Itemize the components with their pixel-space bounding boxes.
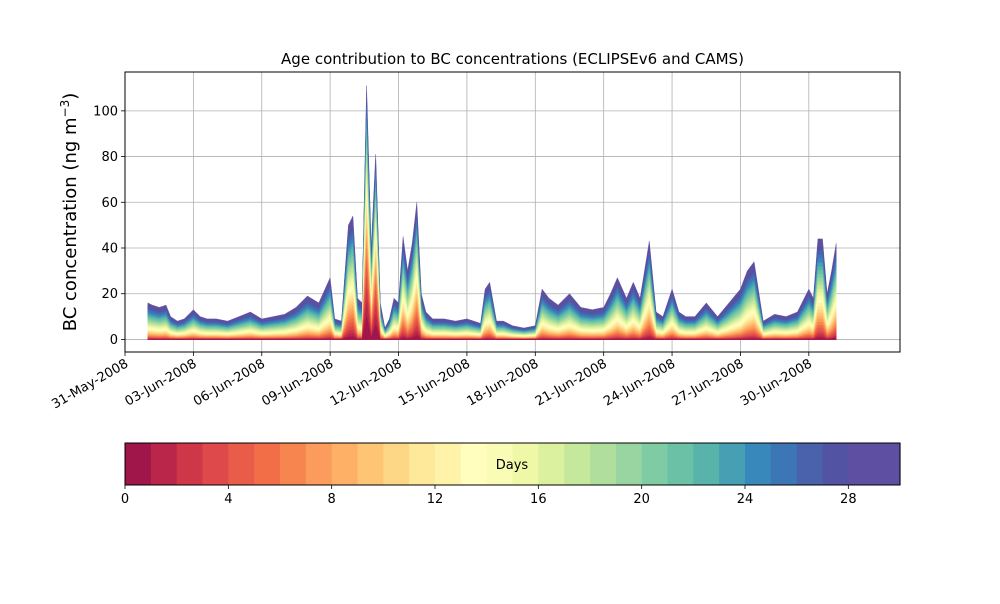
colorbar-cells — [125, 443, 901, 485]
x-tick-label: 24-Jun-2008 — [601, 356, 678, 409]
x-tick-label: 12-Jun-2008 — [328, 356, 405, 409]
colorbar-cell — [150, 443, 178, 485]
x-tick-label: 21-Jun-2008 — [533, 356, 610, 409]
colorbar-cell — [280, 443, 307, 485]
colorbar-tick-label: 0 — [121, 492, 129, 507]
colorbar-tick-label: 20 — [633, 492, 650, 507]
colorbar-tick-label: 16 — [530, 492, 547, 507]
colorbar-cell — [615, 443, 643, 485]
colorbar-cell — [383, 443, 410, 485]
chart-title: Age contribution to BC concentrations (E… — [281, 50, 744, 68]
colorbar-cell — [460, 443, 488, 485]
colorbar-cell — [770, 443, 798, 485]
colorbar-frame — [124, 442, 901, 486]
colorbar-cell — [719, 443, 746, 485]
colorbar-cell — [874, 443, 901, 485]
colorbar-cell — [486, 443, 514, 485]
y-tick-label: 100 — [93, 104, 118, 119]
colorbar-cell — [564, 443, 591, 485]
plot-frame — [124, 71, 901, 353]
y-tick-label: 60 — [101, 196, 118, 211]
colorbar-cell — [590, 443, 617, 485]
y-axis-ticks: 0 20 40 60 80 100 — [93, 104, 125, 348]
y-tick-label: 40 — [101, 242, 118, 257]
y-axis-label-exponent: −3 — [58, 100, 72, 118]
colorbar-cell — [667, 443, 694, 485]
colorbar-cell — [641, 443, 669, 485]
y-tick-label: 20 — [101, 287, 118, 302]
y-tick-label: 0 — [110, 333, 118, 348]
colorbar-cell — [435, 443, 462, 485]
colorbar-tick-label: 28 — [840, 492, 857, 507]
colorbar-cell — [796, 443, 824, 485]
y-axis-label-close: ) — [60, 93, 81, 100]
colorbar-cell — [848, 443, 875, 485]
colorbar-cell — [331, 443, 359, 485]
plot-area: 0 20 40 60 80 100 31-May-200803-Jun-200806-Ju… — [49, 71, 901, 412]
colorbar-cell — [409, 443, 436, 485]
colorbar-ticks: 0 4 8 12 16 20 24 28 — [121, 485, 857, 507]
x-tick-label: 06-Jun-2008 — [191, 356, 268, 409]
x-tick-label: 30-Jun-2008 — [738, 356, 815, 409]
colorbar-tick-label: 8 — [328, 492, 336, 507]
colorbar-tick-label: 12 — [427, 492, 444, 507]
colorbar-tick-label: 4 — [224, 492, 232, 507]
y-tick-label: 80 — [101, 150, 118, 165]
colorbar-cell — [228, 443, 255, 485]
x-tick-label: 31-May-2008 — [49, 356, 131, 412]
x-axis-ticks: 31-May-200803-Jun-200806-Jun-200809-Jun-… — [49, 352, 815, 412]
age-stacked-areas — [147, 85, 837, 340]
x-tick-label: 03-Jun-2008 — [123, 356, 200, 409]
colorbar-cell — [538, 443, 565, 485]
colorbar-cell — [512, 443, 539, 485]
grid-lines — [124, 72, 900, 352]
colorbar-label: Days — [496, 458, 529, 473]
colorbar-cell — [176, 443, 204, 485]
x-tick-label: 18-Jun-2008 — [464, 356, 541, 409]
colorbar-cell — [693, 443, 720, 485]
colorbar-cell — [254, 443, 281, 485]
colorbar-cell — [745, 443, 772, 485]
colorbar-cell — [357, 443, 384, 485]
x-tick-label: 15-Jun-2008 — [396, 356, 473, 409]
colorbar-tick-label: 24 — [737, 492, 754, 507]
colorbar: Days 0 4 8 12 16 20 24 28 — [121, 442, 901, 507]
colorbar-cell — [305, 443, 333, 485]
x-tick-label: 09-Jun-2008 — [259, 356, 336, 409]
y-axis-label-main: BC concentration (ng m — [60, 117, 81, 331]
y-axis-label: BC concentration (ng m−3) — [58, 93, 81, 332]
x-tick-label: 27-Jun-2008 — [670, 356, 747, 409]
colorbar-cell — [125, 443, 152, 485]
colorbar-cell — [202, 443, 229, 485]
colorbar-cell — [822, 443, 849, 485]
